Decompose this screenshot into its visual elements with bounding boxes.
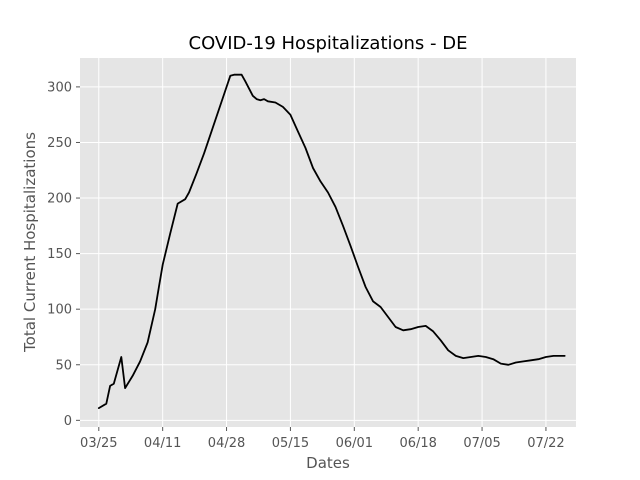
- plot-background: [80, 58, 576, 427]
- y-axis-label: Total Current Hospitalizations: [21, 132, 39, 353]
- x-tick-label: 07/05: [463, 436, 500, 451]
- plot-area: [80, 58, 576, 427]
- y-tick-label: 0: [64, 414, 72, 429]
- chart-title: COVID-19 Hospitalizations - DE: [189, 33, 468, 54]
- y-tick-label: 250: [47, 136, 72, 151]
- x-tick-label: 04/11: [144, 436, 181, 451]
- series-line: [97, 73, 566, 409]
- y-tick-label: 50: [55, 358, 72, 373]
- x-tick-label: 05/15: [272, 436, 309, 451]
- x-tick-label: 03/25: [80, 436, 117, 451]
- y-tick-label: 200: [47, 192, 72, 207]
- grid-lines: [80, 58, 576, 427]
- x-tick-label: 06/01: [336, 436, 373, 451]
- x-tick-label: 04/28: [208, 436, 245, 451]
- y-tick-label: 100: [47, 303, 72, 318]
- x-axis-label: Dates: [306, 454, 350, 472]
- y-axis: 0 50 100 150 200 250 300: [47, 80, 80, 429]
- y-tick-label: 150: [47, 247, 72, 262]
- y-tick-label: 300: [47, 80, 72, 95]
- x-axis: 03/25 04/11 04/28 05/15 06/01 06/18 07/05 07/22: [80, 427, 565, 451]
- x-tick-label: 06/18: [399, 436, 436, 451]
- x-tick-label: 07/22: [527, 436, 564, 451]
- series-layer: [97, 73, 566, 409]
